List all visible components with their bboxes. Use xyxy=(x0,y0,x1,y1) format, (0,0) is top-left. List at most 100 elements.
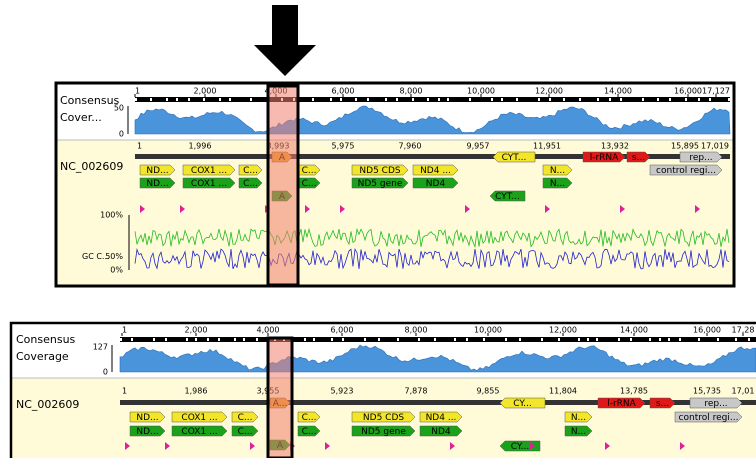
annotation xyxy=(139,177,176,189)
trna-marker xyxy=(465,205,470,213)
annotation-label: rep... xyxy=(689,153,712,163)
ruler-label: 10,000 xyxy=(467,87,495,96)
ruler-label: 10,000 xyxy=(474,326,502,335)
ruler-gap xyxy=(304,338,306,341)
ruler-gap xyxy=(516,98,518,101)
annotation-label: CY... xyxy=(511,442,529,452)
ruler-gap xyxy=(218,338,220,341)
gc-label: GC C... xyxy=(82,252,110,261)
ruler-gap xyxy=(447,98,449,101)
gc-tick: 50% xyxy=(105,252,123,261)
sequence-tick: 5,923 xyxy=(331,387,354,396)
ruler-gap xyxy=(150,98,152,101)
ruler-gap xyxy=(709,98,711,101)
annotation xyxy=(351,425,416,437)
gc-line-green xyxy=(134,227,730,249)
ruler-label: 6,000 xyxy=(331,326,354,335)
ruler-gap xyxy=(120,338,122,341)
ruler-gap xyxy=(748,338,750,341)
ruler-gap xyxy=(659,338,661,341)
annotation xyxy=(419,411,463,423)
annotation xyxy=(129,425,166,437)
ruler-gap xyxy=(578,338,580,341)
ruler-gap xyxy=(340,98,342,101)
ruler-gap xyxy=(250,98,252,101)
annotation-label: C... xyxy=(238,427,253,437)
ruler-gap xyxy=(367,98,369,101)
ruler-label: 4,000 xyxy=(257,326,280,335)
trna-marker xyxy=(545,205,550,213)
annotation xyxy=(171,425,228,437)
sequence-tick: 1,996 xyxy=(189,142,212,151)
ruler-gap xyxy=(188,98,190,101)
trna-marker xyxy=(695,205,700,213)
annotation-label: COX1 ... xyxy=(191,179,227,189)
sequence-tick: 1,986 xyxy=(185,387,208,396)
ruler-gap xyxy=(728,98,730,101)
annotation xyxy=(626,151,651,163)
ruler-gap xyxy=(538,98,540,101)
ruler-gap xyxy=(153,338,155,341)
ruler-gap xyxy=(203,98,205,101)
annotation xyxy=(492,151,536,163)
annotation-label: s... xyxy=(632,153,645,163)
annotation xyxy=(182,177,236,189)
annotation-label: COX1 ... xyxy=(181,413,217,423)
sequence-tick: 17,01 xyxy=(732,387,755,396)
annotation-label: rep... xyxy=(704,399,727,409)
annotation xyxy=(679,151,723,163)
annotation-label: ND5 CDS xyxy=(363,413,404,423)
sequence-tick: 11,804 xyxy=(549,387,577,396)
annotation-label: CYT... xyxy=(502,153,527,163)
sequence-tick: 9,957 xyxy=(467,142,490,151)
ruler-gap xyxy=(501,98,503,101)
annotation xyxy=(649,164,723,176)
annotation-label: ND4 ... xyxy=(426,413,457,423)
annotation xyxy=(182,164,236,176)
ruler-gap xyxy=(396,98,398,101)
annotation-label: COX1 ... xyxy=(191,166,227,176)
ruler-gap xyxy=(135,98,137,101)
ruler-gap xyxy=(364,338,366,341)
ruler-gap xyxy=(176,98,178,101)
sequence-tick: 15,735 xyxy=(693,387,721,396)
annotation-label: C... xyxy=(238,413,253,423)
ruler-gap xyxy=(385,98,387,101)
coverage-label: Cover... xyxy=(60,111,102,124)
ruler-gap xyxy=(668,338,670,341)
sequence-tick: 5,975 xyxy=(332,142,355,151)
annotation-label: CY... xyxy=(513,399,531,409)
annotation-label: ND4 xyxy=(426,179,446,189)
annotation xyxy=(564,411,593,423)
ruler-gap xyxy=(685,98,687,101)
trna-marker xyxy=(325,442,330,450)
ruler-gap xyxy=(505,338,507,341)
annotation-label: ND4 xyxy=(431,427,451,437)
coverage-tick: 0 xyxy=(103,368,108,377)
ruler-gap xyxy=(642,98,644,101)
ruler-gap xyxy=(735,338,737,341)
ruler-gap xyxy=(256,338,258,341)
ruler-gap xyxy=(312,98,314,101)
ruler-gap xyxy=(165,338,167,341)
ruler-gap xyxy=(558,338,560,341)
trna-marker xyxy=(605,442,610,450)
ruler-label: 12,000 xyxy=(535,87,563,96)
ruler-gap xyxy=(186,338,188,341)
ruler-label: 14,000 xyxy=(604,87,632,96)
annotation-label: C... xyxy=(302,179,317,189)
coverage-tick: 127 xyxy=(93,343,108,352)
annotation-label: ND... xyxy=(136,427,158,437)
ruler-gap xyxy=(166,98,168,101)
annotation-label: N... xyxy=(550,166,565,176)
ruler-gap xyxy=(717,338,719,341)
ruler-gap xyxy=(412,98,414,101)
ruler-gap xyxy=(438,98,440,101)
trna-marker xyxy=(250,442,255,450)
annotation-label: C... xyxy=(302,166,317,176)
arrow-shaft xyxy=(272,5,298,47)
ruler-gap xyxy=(657,98,659,101)
annotation-label: CYT... xyxy=(495,192,520,202)
trna-marker xyxy=(530,442,535,450)
